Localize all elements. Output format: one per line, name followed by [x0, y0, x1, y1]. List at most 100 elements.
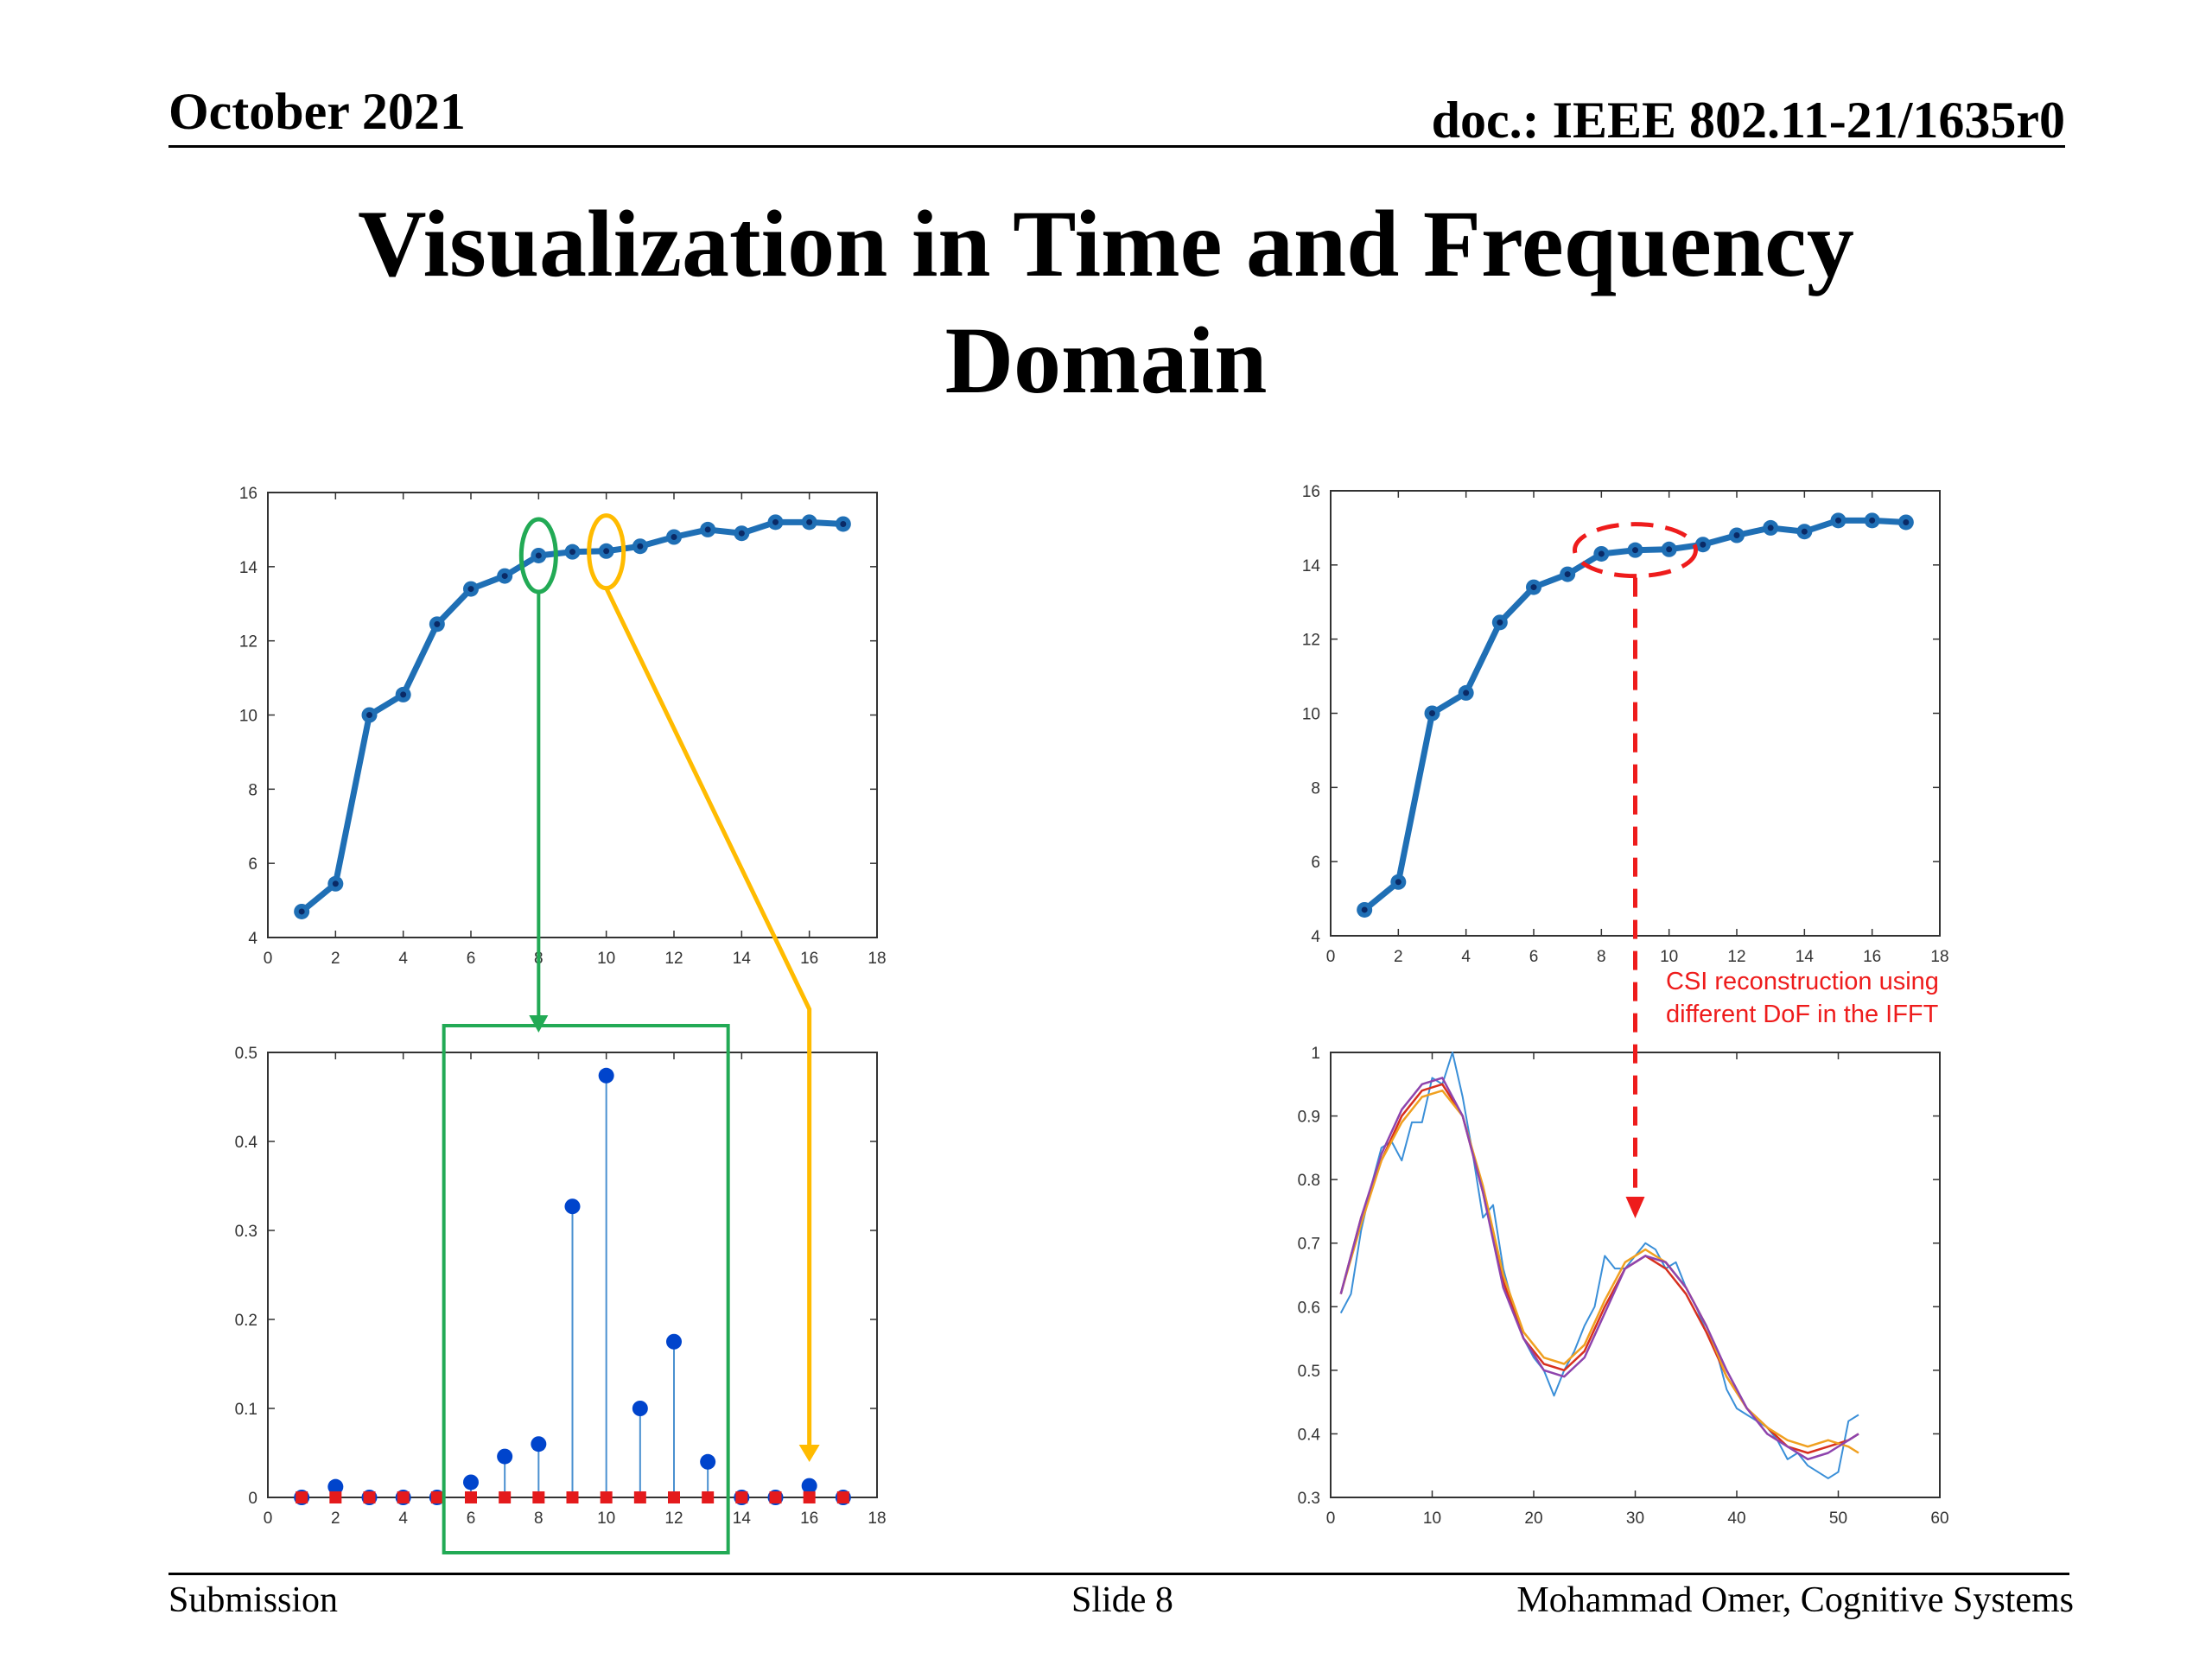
square-marker	[735, 1491, 748, 1503]
x-tick-label: 10	[1660, 948, 1678, 966]
green-highlight-box	[442, 1024, 730, 1554]
x-tick-label: 8	[1597, 948, 1606, 966]
data-point-center	[1632, 547, 1638, 554]
square-marker	[600, 1491, 613, 1503]
data-point-center	[1666, 546, 1673, 553]
annotation-line-1: CSI reconstruction using	[1666, 968, 1939, 995]
x-tick-label: 16	[800, 950, 818, 968]
stem-marker	[632, 1401, 648, 1416]
x-tick-label: 10	[597, 1510, 615, 1528]
x-tick-label: 30	[1626, 1510, 1644, 1528]
x-tick-label: 50	[1829, 1510, 1847, 1528]
series-line	[299, 518, 844, 914]
x-tick-label: 6	[1529, 948, 1539, 966]
x-tick-label: 2	[331, 1510, 340, 1528]
y-tick-label: 4	[248, 930, 257, 948]
data-point-center	[1598, 550, 1605, 557]
chart-top-right: 0 2 4 6 8 10 12 14 16 18 4 6 8 10 12 14 16	[1302, 483, 1949, 966]
data-point-center	[501, 573, 508, 580]
square-marker	[836, 1491, 849, 1503]
x-tick-label: 4	[398, 1510, 408, 1528]
y-tick-label: 1	[1311, 1045, 1320, 1063]
series-line-purple	[1339, 1077, 1859, 1461]
red-dashed-ellipse-marker	[1573, 522, 1698, 579]
x-tick-label: 14	[733, 950, 752, 968]
y-tick-label: 0.3	[235, 1223, 257, 1241]
x-tick-label: 4	[1461, 948, 1471, 966]
square-marker	[532, 1491, 545, 1503]
data-point-center	[1733, 532, 1740, 538]
data-point-center	[1700, 541, 1707, 548]
y-tick-label: 8	[248, 781, 257, 799]
stem-marker	[497, 1448, 513, 1465]
red-arrow-head	[1625, 1197, 1645, 1218]
data-point-center	[704, 526, 711, 533]
data-point-center	[366, 712, 372, 718]
square-marker	[769, 1491, 782, 1503]
y-tick-label: 0.8	[1298, 1172, 1320, 1190]
y-tick-label: 6	[1311, 854, 1320, 872]
y-tick-label: 16	[1302, 483, 1320, 501]
data-point-center	[467, 586, 474, 593]
x-tick-label: 12	[664, 1510, 683, 1528]
footer-submission: Submission	[168, 1580, 339, 1620]
yellow-arrow-line	[604, 587, 812, 1447]
y-tick-label: 14	[1302, 557, 1321, 575]
data-point-center	[1564, 571, 1571, 578]
x-tick-label: 40	[1727, 1510, 1745, 1528]
footer-rule	[168, 1573, 2069, 1575]
header-date: October 2021	[168, 83, 466, 140]
header-rule	[168, 145, 2065, 148]
x-tick-label: 16	[800, 1510, 818, 1528]
y-tick-label: 0.5	[235, 1045, 257, 1063]
x-tick-label: 6	[467, 950, 476, 968]
y-tick-label: 6	[248, 855, 257, 874]
square-marker	[803, 1491, 816, 1503]
stem-marker	[700, 1453, 716, 1470]
x-tick-label: 0	[1326, 948, 1336, 966]
chart-bottom-left: 0 2 4 6 8 10 12 14 16 18 0 0.1 0.2 0.3 0.4 0.5	[235, 1045, 887, 1528]
x-tick-label: 18	[868, 1510, 886, 1528]
data-point-center	[1903, 518, 1910, 525]
y-tick-label: 10	[239, 708, 257, 726]
stem-marker	[564, 1198, 581, 1215]
square-marker	[633, 1491, 646, 1503]
data-point-center	[434, 620, 441, 627]
square-marker	[329, 1491, 342, 1503]
y-tick-label: 0.6	[1298, 1299, 1320, 1317]
data-point-center	[1361, 906, 1368, 913]
stem-marker	[463, 1474, 479, 1491]
chart-bottom-right: 0 10 20 30 40 50 60 0.3 0.4 0.5 0.6 0.7 0.8 0.9 1	[1298, 1045, 1949, 1528]
y-tick-label: 0	[248, 1490, 257, 1508]
data-point-center	[1497, 619, 1503, 626]
y-tick-label: 0.2	[235, 1312, 257, 1330]
data-point-center	[1395, 879, 1402, 886]
data-point-center	[738, 530, 745, 537]
y-tick-label: 10	[1302, 706, 1320, 724]
footer-slide-number: Slide 8	[1071, 1580, 1173, 1620]
x-tick-label: 14	[1796, 948, 1815, 966]
data-point-center	[1801, 528, 1808, 535]
stem-marker	[666, 1333, 682, 1350]
square-marker	[397, 1491, 410, 1503]
x-tick-label: 6	[467, 1510, 476, 1528]
data-point-center	[298, 908, 305, 915]
square-marker	[668, 1491, 680, 1503]
data-point-center	[603, 548, 610, 555]
x-tick-label: 60	[1930, 1510, 1948, 1528]
x-tick-label: 8	[534, 1510, 543, 1528]
data-point-center	[535, 552, 542, 559]
header-doc-id: doc.: IEEE 802.11-21/1635r0	[1431, 92, 2065, 149]
y-tick-label: 0.7	[1298, 1236, 1320, 1254]
x-tick-label: 12	[664, 950, 683, 968]
y-tick-label: 0.4	[1298, 1426, 1321, 1444]
square-marker	[430, 1491, 443, 1503]
x-tick-label: 20	[1524, 1510, 1542, 1528]
data-point-center	[569, 549, 575, 556]
data-point-center	[332, 880, 339, 887]
data-point-center	[1463, 690, 1470, 696]
stem-marker	[801, 1478, 817, 1494]
y-tick-label: 8	[1311, 779, 1320, 798]
y-tick-label: 0.1	[235, 1401, 257, 1419]
data-point-center	[1869, 517, 1876, 524]
